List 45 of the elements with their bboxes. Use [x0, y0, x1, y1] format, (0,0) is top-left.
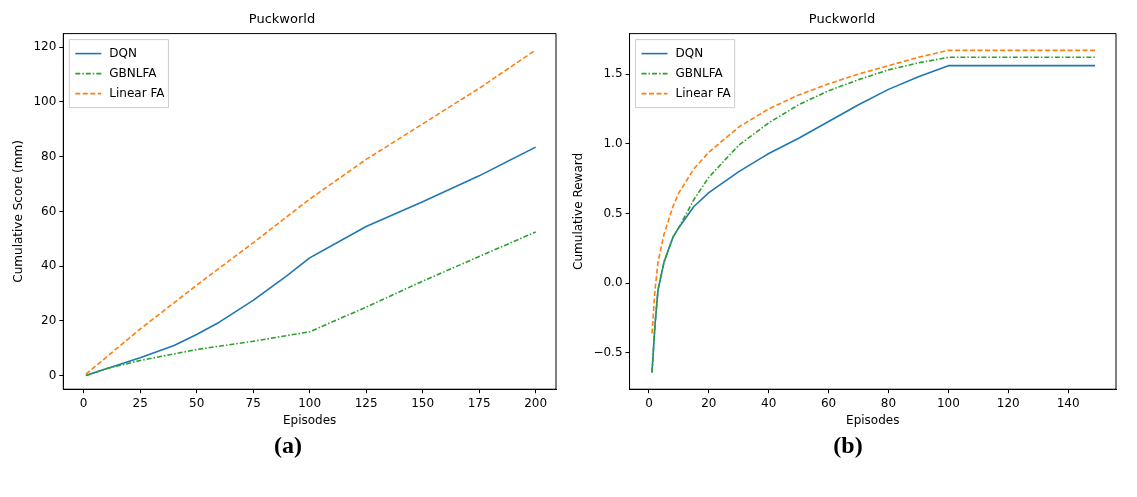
y-tick-label: −0.5: [593, 345, 623, 360]
x-tick-label: 0: [645, 395, 653, 410]
x-tick-label: 75: [245, 395, 261, 410]
x-tick-label: 60: [820, 395, 837, 410]
x-tick-label: 200: [524, 395, 548, 410]
x-tick-label: 0: [79, 395, 88, 410]
x-tick-label: 100: [298, 395, 322, 410]
x-tick-label: 140: [1056, 395, 1080, 410]
x-tick-label: 125: [354, 395, 378, 410]
y-tick-label: 0: [48, 367, 57, 382]
y-tick-label: 1.0: [603, 135, 623, 150]
x-tick-label: 20: [701, 395, 717, 410]
x-tick-label: 50: [189, 395, 205, 410]
x-tick-label: 25: [132, 395, 148, 410]
legend-label: GBNLFA: [109, 65, 158, 80]
legend-label: Linear FA: [109, 85, 166, 100]
y-tick-label: 20: [41, 312, 57, 327]
y-axis-title: Cumulative Score (mm): [11, 140, 26, 283]
line-series: [85, 49, 537, 375]
y-tick-label: 120: [33, 39, 57, 54]
y-tick-label: 0.5: [603, 205, 623, 220]
x-tick-label: 40: [761, 395, 777, 410]
text: (b): [832, 432, 864, 459]
chart-title: Puckworld: [248, 11, 316, 27]
y-tick-label: 100: [33, 94, 57, 109]
y-tick-label: 0.0: [603, 275, 623, 290]
legend-label: DQN: [675, 45, 704, 60]
x-tick-label: 120: [996, 395, 1020, 410]
y-tick-label: 40: [41, 258, 57, 273]
line-series: [85, 231, 537, 377]
legend-label: Linear FA: [675, 85, 732, 100]
x-tick-label: 80: [880, 395, 897, 410]
y-axis-title: Cumulative Reward: [571, 152, 586, 270]
x-tick-label: 175: [467, 395, 491, 410]
y-tick-label: 60: [41, 203, 57, 218]
y-tick-label: 1.5: [603, 66, 623, 81]
chart-title: Puckworld: [808, 11, 876, 27]
text: (a): [273, 432, 303, 459]
x-tick-label: 150: [411, 395, 435, 410]
x-axis-title: Episodes: [846, 412, 900, 427]
legend-label: DQN: [109, 45, 137, 60]
x-tick-label: 100: [936, 395, 960, 410]
x-axis-title: Episodes: [282, 412, 337, 427]
y-tick-label: 80: [41, 148, 57, 163]
legend-label: GBNLFA: [675, 65, 724, 80]
